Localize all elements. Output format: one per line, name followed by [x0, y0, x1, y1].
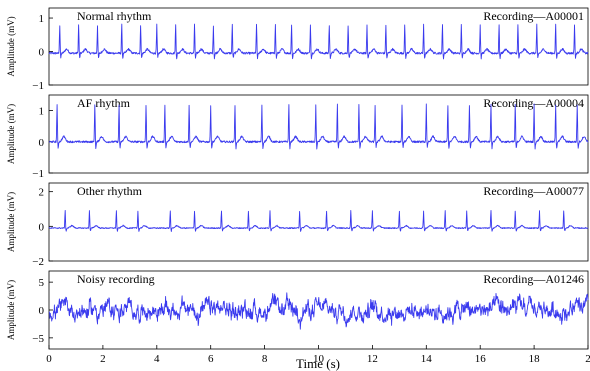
x-tick-label: 16 — [475, 353, 487, 365]
panel-frame — [48, 7, 589, 86]
recording-label: Recording—A01246 — [483, 272, 584, 286]
y-tick-label: −1 — [32, 80, 44, 92]
x-tick-label: 12 — [367, 353, 378, 365]
ecg-panels: 1 0 −1 Amplitude (mV) Normal rhythm Recording… — [6, 7, 589, 350]
ecg-trace — [48, 23, 589, 60]
x-tick-label: 18 — [529, 353, 541, 365]
x-tick-label: 4 — [154, 353, 160, 365]
y-tick-label: 1 — [39, 13, 45, 25]
ecg-trace — [48, 292, 589, 330]
y-tick-label: −5 — [32, 333, 44, 345]
y-tick-label: 1 — [39, 106, 45, 118]
x-axis-label: Time (s) — [296, 356, 340, 371]
y-tick-label: −1 — [32, 168, 44, 180]
panel-1: 1 0 −1 Amplitude (mV) Normal rhythm Recording… — [6, 7, 589, 92]
y-axis-label: Amplitude (mV) — [6, 280, 16, 340]
y-tick-label: 0 — [39, 137, 45, 149]
panel-title: Normal rhythm — [77, 9, 152, 23]
x-axis: 0 2 4 6 8 10 12 14 16 18 2 — [46, 345, 590, 365]
x-tick-label: 14 — [421, 353, 433, 365]
x-tick-label: 0 — [46, 353, 52, 365]
panel-frame — [48, 182, 589, 262]
panel-3: 2 0 −2 Amplitude (mV) Other rhythm Recording—… — [6, 182, 589, 268]
x-tick-label: 2 — [100, 353, 106, 365]
y-tick-label: −2 — [32, 256, 44, 268]
panel-title: Noisy recording — [77, 272, 155, 286]
y-axis-label: Amplitude (mV) — [6, 16, 16, 76]
panel-frame — [48, 94, 589, 174]
ecg-trace — [48, 103, 589, 150]
y-tick-label: 0 — [39, 47, 45, 59]
recording-label: Recording—A00004 — [483, 96, 584, 110]
y-axis-label: Amplitude (mV) — [6, 192, 16, 252]
y-tick-label: 2 — [39, 187, 45, 199]
ecg-trace — [48, 209, 589, 232]
recording-label: Recording—A00077 — [483, 184, 584, 198]
y-axis-label: Amplitude (mV) — [6, 104, 16, 164]
y-tick-label: 0 — [39, 305, 45, 317]
panel-title: Other rhythm — [77, 184, 143, 198]
panel-2: 1 0 −1 Amplitude (mV) AF rhythm Recording—A00… — [6, 94, 589, 180]
panel-4: 5 0 −5 Amplitude (mV) Noisy recording Recordi… — [6, 270, 589, 350]
x-tick-label: 10 — [313, 353, 325, 365]
x-tick-label: 6 — [208, 353, 214, 365]
y-tick-label: 0 — [39, 221, 45, 233]
x-tick-label: 2 — [585, 353, 590, 365]
panel-title: AF rhythm — [77, 96, 131, 110]
recording-label: Recording—A00001 — [483, 9, 584, 23]
y-tick-label: 5 — [39, 277, 45, 289]
x-tick-label: 8 — [262, 353, 268, 365]
